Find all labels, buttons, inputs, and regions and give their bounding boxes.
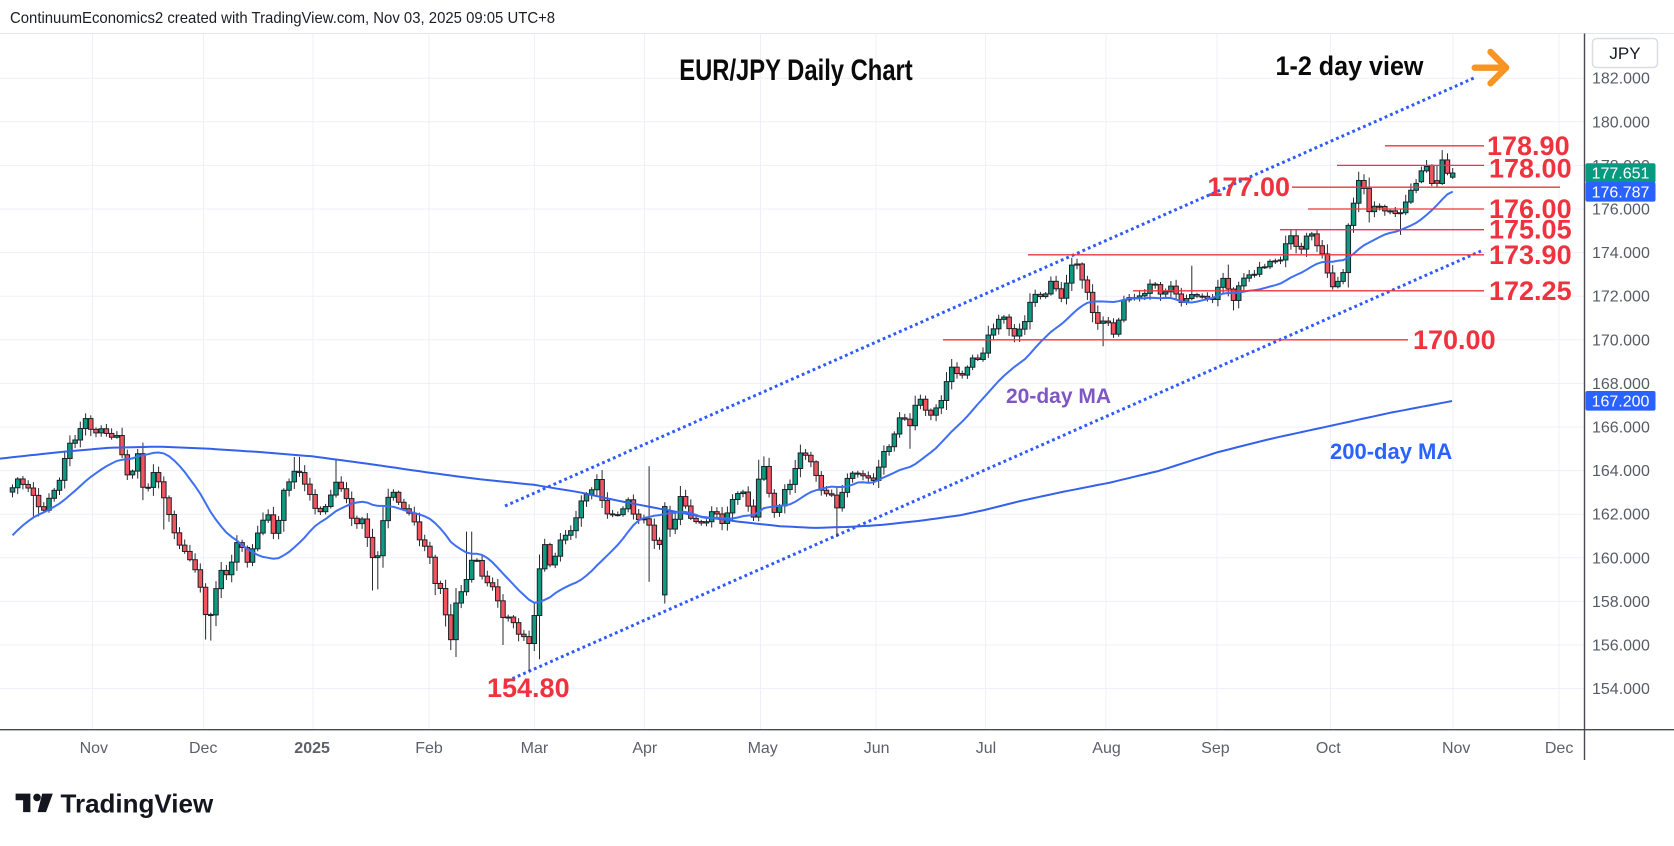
svg-text:Dec: Dec bbox=[1545, 740, 1573, 757]
svg-text:Sep: Sep bbox=[1201, 740, 1230, 757]
svg-text:Nov: Nov bbox=[1442, 740, 1470, 757]
svg-text:20-day MA: 20-day MA bbox=[1006, 385, 1111, 408]
svg-text:170.00: 170.00 bbox=[1413, 325, 1496, 355]
svg-text:154.000: 154.000 bbox=[1592, 681, 1650, 698]
svg-text:Feb: Feb bbox=[415, 740, 443, 757]
svg-text:176.000: 176.000 bbox=[1592, 202, 1650, 219]
svg-text:168.000: 168.000 bbox=[1592, 376, 1650, 393]
svg-text:Nov: Nov bbox=[80, 740, 108, 757]
svg-text:Mar: Mar bbox=[521, 740, 549, 757]
svg-text:JPY: JPY bbox=[1609, 44, 1640, 63]
svg-text:172.000: 172.000 bbox=[1592, 289, 1650, 306]
svg-text:Dec: Dec bbox=[189, 740, 217, 757]
svg-text:172.25: 172.25 bbox=[1489, 276, 1572, 306]
svg-text:177.00: 177.00 bbox=[1207, 172, 1290, 202]
svg-text:2025: 2025 bbox=[294, 740, 330, 757]
svg-text:175.05: 175.05 bbox=[1489, 215, 1572, 245]
svg-text:ContinuumEconomics2 created wi: ContinuumEconomics2 created with Trading… bbox=[10, 10, 555, 28]
svg-text:170.000: 170.000 bbox=[1592, 332, 1650, 349]
svg-text:176.787: 176.787 bbox=[1592, 184, 1650, 201]
svg-text:May: May bbox=[748, 740, 778, 757]
svg-text:EUR/JPY Daily Chart: EUR/JPY Daily Chart bbox=[679, 52, 912, 86]
svg-text:Jun: Jun bbox=[864, 740, 890, 757]
svg-text:178.90: 178.90 bbox=[1487, 131, 1570, 161]
svg-text:154.80: 154.80 bbox=[487, 673, 570, 703]
svg-text:177.651: 177.651 bbox=[1592, 166, 1650, 183]
svg-text:178.00: 178.00 bbox=[1489, 153, 1572, 183]
svg-text:Apr: Apr bbox=[632, 740, 658, 757]
svg-text:162.000: 162.000 bbox=[1592, 507, 1650, 524]
svg-text:176.00: 176.00 bbox=[1489, 194, 1572, 224]
svg-text:Jul: Jul bbox=[976, 740, 996, 757]
svg-text:200-day MA: 200-day MA bbox=[1330, 439, 1452, 464]
svg-text:164.000: 164.000 bbox=[1592, 463, 1650, 480]
svg-text:166.000: 166.000 bbox=[1592, 420, 1650, 437]
svg-text:156.000: 156.000 bbox=[1592, 638, 1650, 655]
svg-text:158.000: 158.000 bbox=[1592, 594, 1650, 611]
svg-text:173.90: 173.90 bbox=[1489, 240, 1572, 270]
svg-text:160.000: 160.000 bbox=[1592, 550, 1650, 567]
svg-text:167.200: 167.200 bbox=[1592, 393, 1650, 410]
svg-text:TradingView: TradingView bbox=[61, 788, 214, 818]
svg-text:Oct: Oct bbox=[1316, 740, 1341, 757]
svg-text:1-2 day view: 1-2 day view bbox=[1276, 50, 1425, 81]
svg-text:180.000: 180.000 bbox=[1592, 114, 1650, 131]
svg-text:Aug: Aug bbox=[1092, 740, 1120, 757]
svg-text:182.000: 182.000 bbox=[1592, 71, 1650, 88]
svg-text:174.000: 174.000 bbox=[1592, 245, 1650, 262]
